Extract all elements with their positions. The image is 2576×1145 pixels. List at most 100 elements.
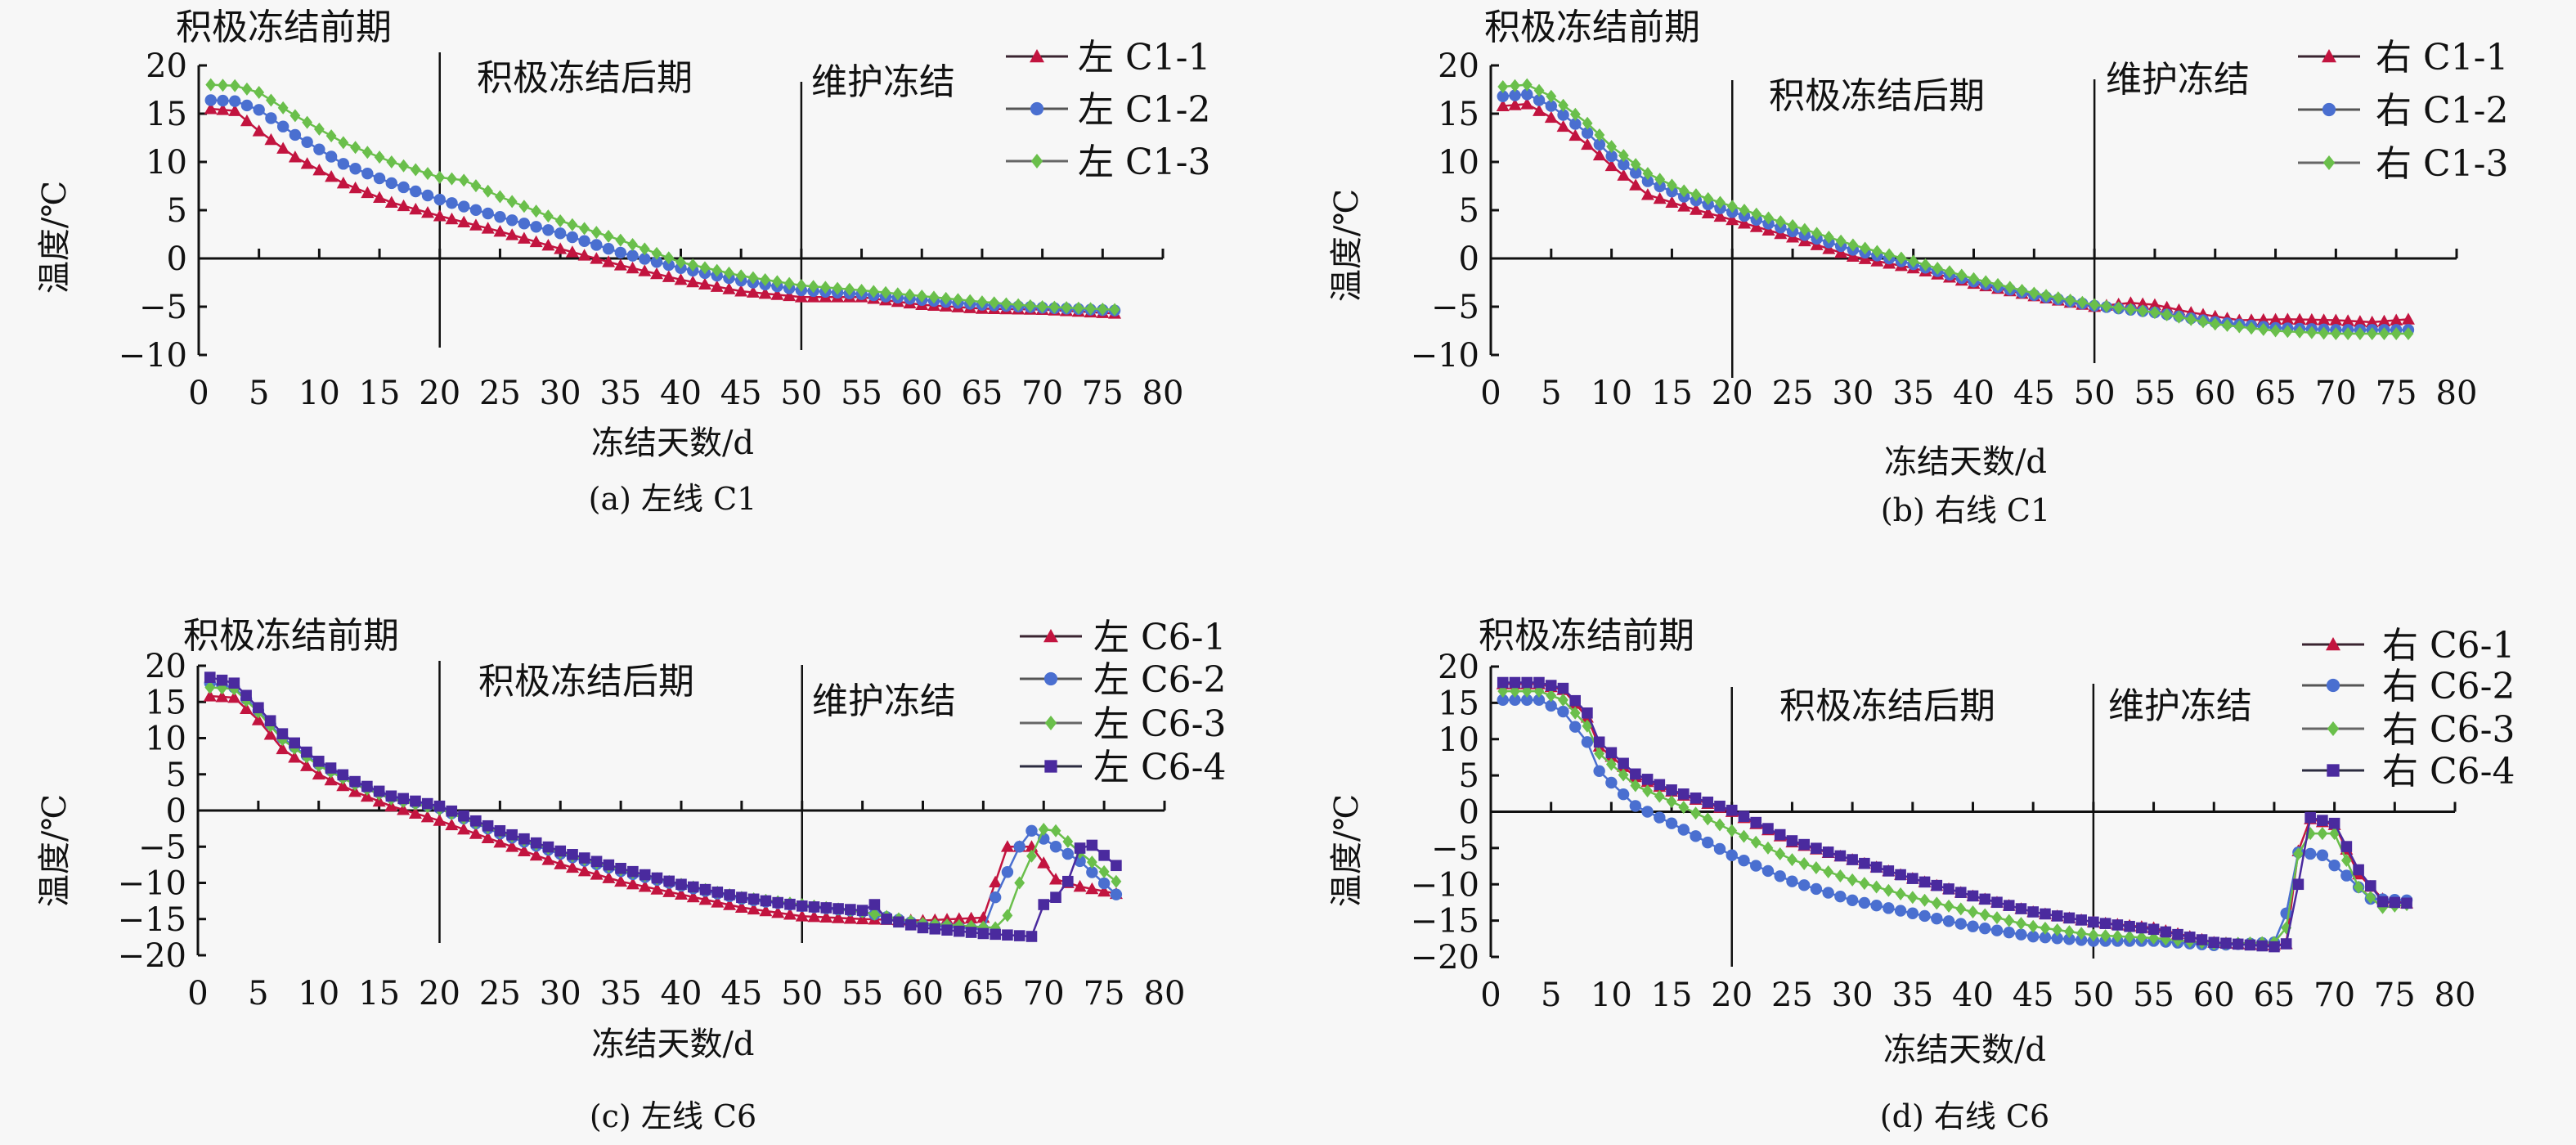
data-point — [1013, 930, 1025, 941]
data-point — [361, 146, 373, 159]
data-point — [240, 114, 254, 127]
data-point — [783, 908, 797, 920]
data-point — [1787, 218, 1798, 232]
data-point — [952, 912, 966, 924]
data-point — [2328, 817, 2340, 829]
data-point — [506, 195, 518, 209]
y-axis-title: 温度/℃ — [1328, 794, 1366, 907]
data-point — [1544, 110, 1558, 123]
data-point — [254, 86, 265, 100]
data-point — [216, 103, 230, 115]
data-point — [458, 200, 470, 213]
y-tick-label: −10 — [1411, 337, 1479, 375]
data-point — [1871, 880, 1882, 894]
data-point — [204, 680, 216, 694]
data-point — [615, 863, 626, 874]
data-point — [1073, 301, 1084, 315]
data-point — [277, 101, 289, 114]
data-point — [2210, 317, 2221, 331]
data-point — [1677, 824, 1690, 836]
data-point — [1097, 302, 1108, 316]
series-右-C1-1 — [1496, 97, 2415, 328]
x-tick-label: 0 — [187, 975, 208, 1013]
data-point — [2196, 934, 2208, 945]
phase-label: 积极冻结前期 — [1479, 615, 1694, 657]
legend-item: 左 C6-2 — [1020, 659, 1227, 701]
data-point — [1568, 128, 1582, 141]
data-point — [832, 281, 843, 295]
data-point — [892, 287, 904, 301]
data-point — [1618, 149, 1629, 163]
data-point — [904, 919, 917, 931]
data-point — [627, 238, 638, 252]
series-左-C6-1 — [203, 689, 1123, 926]
data-point — [2293, 846, 2304, 860]
x-tick-label: 35 — [599, 375, 641, 412]
data-point — [651, 246, 662, 260]
data-point — [1521, 676, 1533, 689]
data-point — [2376, 896, 2389, 908]
data-point — [1606, 140, 1618, 154]
data-point — [1605, 757, 1617, 771]
data-point — [2124, 930, 2135, 944]
data-point — [881, 913, 892, 925]
data-point — [1822, 846, 1834, 858]
phase-label: 积极冻结后期 — [1769, 75, 1985, 117]
data-point — [288, 751, 302, 763]
x-tick-label: 45 — [2013, 977, 2054, 1014]
data-point — [1774, 828, 1786, 841]
data-point — [1920, 258, 1931, 272]
y-tick-label: −20 — [1411, 939, 1479, 977]
data-point — [1001, 866, 1014, 878]
data-point — [1520, 97, 1534, 110]
data-point — [650, 267, 664, 280]
data-point — [760, 895, 772, 907]
data-point — [650, 256, 663, 268]
data-point — [481, 222, 495, 234]
data-point — [577, 864, 591, 877]
data-point — [325, 150, 338, 163]
data-point — [711, 887, 724, 898]
data-point — [1762, 841, 1774, 855]
data-point — [2401, 897, 2412, 909]
data-point — [482, 819, 494, 832]
data-point — [2246, 321, 2257, 335]
data-point — [1702, 812, 1713, 826]
data-point — [565, 245, 579, 258]
data-point — [1761, 864, 1775, 878]
legend-marker — [1044, 716, 1057, 730]
x-tick-label: 0 — [1480, 375, 1501, 412]
data-point — [1510, 685, 1520, 698]
data-point — [602, 871, 616, 883]
x-tick-label: 0 — [188, 375, 209, 412]
series-line — [210, 99, 1115, 312]
data-point — [1907, 873, 1919, 884]
data-point — [1872, 245, 1883, 258]
data-point — [1666, 795, 1677, 809]
data-point — [2317, 827, 2328, 841]
data-point — [325, 762, 337, 774]
data-point — [819, 281, 831, 294]
data-point — [1025, 299, 1036, 312]
data-point — [264, 132, 278, 146]
data-point — [2149, 306, 2161, 320]
data-point — [1618, 158, 1630, 171]
data-point — [1944, 265, 1955, 279]
legend-marker — [1043, 629, 1058, 643]
data-point — [1497, 694, 1509, 707]
data-point — [384, 799, 398, 812]
data-point — [1097, 877, 1111, 890]
data-point — [1497, 79, 1509, 93]
x-tick-label: 75 — [1084, 975, 1125, 1013]
x-tick-label: 75 — [1082, 375, 1124, 412]
data-point — [1713, 209, 1727, 222]
data-point — [603, 229, 614, 243]
data-point — [1859, 857, 1870, 869]
data-point — [410, 185, 422, 198]
data-point — [989, 296, 1000, 310]
data-point — [554, 857, 568, 869]
data-point — [2137, 304, 2148, 318]
data-point — [820, 902, 832, 914]
x-tick-label: 65 — [2253, 977, 2295, 1014]
x-tick-label: 70 — [1021, 375, 1063, 412]
